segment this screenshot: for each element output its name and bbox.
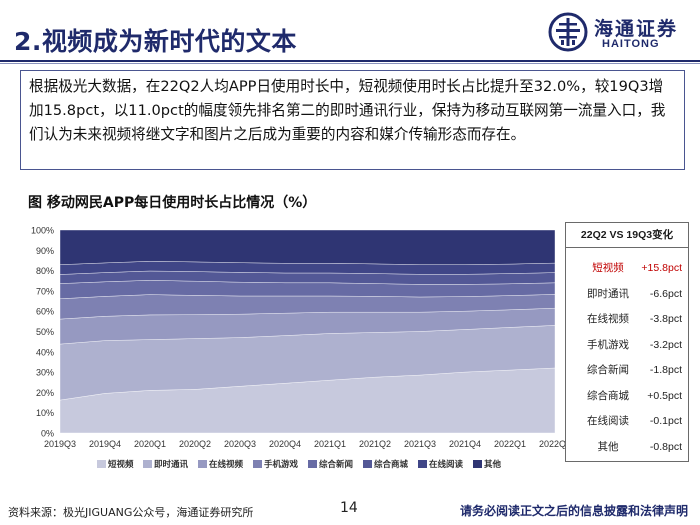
x-tick-label: 2019Q3 bbox=[44, 439, 76, 449]
x-tick-label: 2020Q2 bbox=[179, 439, 211, 449]
comparison-row-value: +15.8pct bbox=[641, 262, 682, 274]
legend-swatch-5 bbox=[308, 460, 317, 468]
page-number: 14 bbox=[340, 500, 358, 516]
comparison-row-label: 短视频 bbox=[592, 262, 624, 274]
legend-label: 其他 bbox=[484, 459, 502, 470]
y-tick-label: 90% bbox=[36, 246, 54, 256]
y-tick-label: 60% bbox=[36, 307, 54, 317]
x-tick-label: 2021Q1 bbox=[314, 439, 346, 449]
y-tick-label: 80% bbox=[36, 266, 54, 276]
comparison-row-value: -1.8pct bbox=[649, 364, 682, 376]
header-divider-thin bbox=[0, 63, 700, 64]
x-tick-label: 2021Q3 bbox=[404, 439, 436, 449]
comparison-row-value: -3.2pct bbox=[649, 338, 682, 351]
comparison-table: 22Q2 VS 19Q3变化 短视频 +15.8pct 即时通讯 -6.6pct 在线视… bbox=[565, 222, 689, 462]
comparison-row-label: 在线阅读 bbox=[587, 415, 629, 427]
comparison-row-label: 手机游戏 bbox=[587, 338, 629, 351]
y-tick-label: 50% bbox=[36, 327, 54, 337]
disclaimer: 请务必阅读正文之后的信息披露和法律声明 bbox=[459, 504, 688, 518]
header-divider bbox=[0, 60, 700, 62]
comparison-row-value: -3.8pct bbox=[649, 313, 682, 325]
stacked-area-chart: 0% 10% 20% 30% 40% 50% 60% 70% 80% 90% 100% 2019Q3 2… bbox=[31, 226, 565, 471]
comparison-row: 综合新闻 -1.8pct bbox=[566, 361, 688, 379]
legend-swatch-4 bbox=[253, 460, 262, 468]
legend-label: 即时通讯 bbox=[154, 459, 189, 470]
area-series-8 bbox=[59, 229, 556, 265]
comparison-row: 在线视频 -3.8pct bbox=[566, 310, 688, 328]
y-tick-label: 40% bbox=[36, 347, 54, 357]
y-tick-label: 30% bbox=[36, 368, 54, 378]
y-tick-label: 100% bbox=[31, 226, 54, 236]
y-tick-label: 70% bbox=[36, 286, 54, 296]
comparison-row-value: +0.5pct bbox=[647, 389, 682, 402]
x-tick-label: 2022Q2 bbox=[539, 439, 565, 449]
legend-swatch-2 bbox=[143, 460, 152, 468]
slide-title: 2.视频成为新时代的文本 bbox=[14, 27, 297, 56]
comparison-row: 在线阅读 -0.1pct bbox=[566, 412, 688, 430]
comparison-row: 手机游戏 -3.2pct bbox=[566, 336, 688, 354]
legend-label: 综合新闻 bbox=[319, 459, 353, 470]
comparison-row-label: 即时通讯 bbox=[587, 287, 629, 300]
comparison-row-label: 综合新闻 bbox=[587, 364, 629, 376]
comparison-row-label: 其他 bbox=[597, 440, 619, 453]
y-tick-label: 10% bbox=[36, 408, 54, 418]
legend-label: 手机游戏 bbox=[264, 459, 299, 470]
x-tick-label: 2022Q1 bbox=[494, 439, 526, 449]
legend-swatch-3 bbox=[198, 460, 207, 468]
chart-title: 图 移动网民APP每日使用时长占比情况（%） bbox=[28, 195, 317, 211]
haitong-logo-icon bbox=[548, 12, 588, 52]
legend-swatch-8 bbox=[473, 460, 482, 468]
x-tick-label: 2021Q4 bbox=[449, 439, 481, 449]
legend-label: 在线阅读 bbox=[429, 459, 464, 470]
comparison-row: 短视频 +15.8pct bbox=[566, 259, 688, 277]
x-tick-label: 2020Q4 bbox=[269, 439, 301, 449]
intro-textbox: 根据极光大数据，在22Q2人均APP日使用时长中，短视频使用时长占比提升至32.… bbox=[20, 70, 685, 170]
legend-swatch-1 bbox=[97, 460, 106, 468]
comparison-row-label: 综合商城 bbox=[587, 389, 629, 402]
y-tick-label: 20% bbox=[36, 388, 54, 398]
source-note: 资料来源：极光JIGUANG公众号，海通证券研究所 bbox=[8, 506, 254, 519]
legend-label: 综合商城 bbox=[374, 459, 409, 470]
legend-swatch-7 bbox=[418, 460, 427, 468]
x-tick-label: 2020Q1 bbox=[134, 439, 166, 449]
legend-label: 在线视频 bbox=[209, 459, 244, 470]
comparison-row-value: -0.1pct bbox=[649, 415, 682, 427]
legend-label: 短视频 bbox=[108, 459, 134, 470]
comparison-row: 综合商城 +0.5pct bbox=[566, 387, 688, 405]
logo-english-name: HAITONG bbox=[602, 38, 660, 50]
x-tick-label: 2020Q3 bbox=[224, 439, 256, 449]
comparison-row-value: -6.6pct bbox=[649, 287, 682, 300]
company-logo: 海通证券 HAITONG bbox=[548, 12, 698, 54]
x-tick-label: 2019Q4 bbox=[89, 439, 121, 449]
comparison-row: 即时通讯 -6.6pct bbox=[566, 285, 688, 303]
y-tick-label: 0% bbox=[41, 429, 54, 439]
comparison-row-value: -0.8pct bbox=[649, 440, 682, 453]
legend-swatch-6 bbox=[363, 460, 372, 468]
logo-chinese-name: 海通证券 bbox=[594, 18, 679, 40]
comparison-table-header: 22Q2 VS 19Q3变化 bbox=[566, 223, 688, 248]
x-tick-label: 2021Q2 bbox=[359, 439, 391, 449]
comparison-row: 其他 -0.8pct bbox=[566, 438, 688, 456]
comparison-row-label: 在线视频 bbox=[587, 313, 629, 325]
